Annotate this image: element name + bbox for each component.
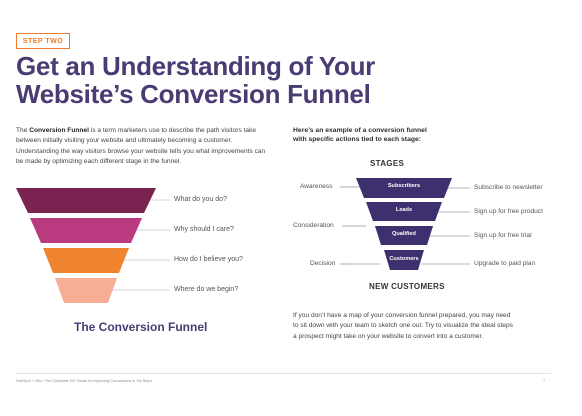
right-funnel-level-4 — [384, 250, 424, 270]
funnel-question-1: What do you do? — [174, 196, 227, 203]
stage-awareness: Awareness — [300, 183, 333, 190]
funnel-segment-4 — [55, 278, 117, 303]
example-heading-line-2: with specific actions tied to each stage… — [293, 136, 422, 143]
funnel-question-3: How do I believe you? — [174, 256, 243, 263]
intro-pre: The — [16, 127, 30, 134]
action-3: Sign up for free trial — [474, 232, 532, 239]
funnel-advice-paragraph: If you don’t have a map of your conversi… — [293, 312, 513, 340]
stage-decision: Decision — [310, 260, 336, 267]
funnel-segment-3 — [43, 248, 129, 273]
funnel-segment-2 — [30, 218, 142, 243]
conversion-funnel-caption: The Conversion Funnel — [74, 320, 208, 334]
footer-text: HubSpot + Wix • The Complete DIY Guide t… — [16, 379, 153, 383]
new-customers-label: NEW CUSTOMERS — [369, 282, 445, 291]
title-line-1: Get an Understanding of Your — [16, 51, 375, 81]
action-4: Upgrade to paid plan — [474, 260, 536, 267]
example-heading: Here’s an example of a conversion funnel… — [293, 126, 493, 144]
right-funnel-level-3 — [375, 226, 433, 245]
action-2: Sign up for free product — [474, 208, 543, 215]
step-badge: STEP TWO — [16, 33, 70, 49]
page-number: 7 — [543, 379, 546, 383]
page-title: Get an Understanding of Your Website’s C… — [16, 52, 416, 108]
right-funnel-level-2 — [366, 202, 442, 221]
action-1: Subscribe to newsletter — [474, 184, 543, 191]
funnel-question-2: Why should I care? — [174, 226, 234, 233]
level-label-2: Leads — [395, 207, 413, 213]
example-heading-line-1: Here’s an example of a conversion funnel — [293, 127, 427, 134]
title-line-2: Website’s Conversion Funnel — [16, 79, 371, 109]
level-label-4: Customers — [389, 256, 419, 262]
intro-paragraph: The Conversion Funnel is a term marketer… — [16, 126, 266, 168]
funnel-question-4: Where do we begin? — [174, 286, 239, 293]
footer-divider — [16, 373, 551, 374]
level-label-3: Qualified — [392, 231, 416, 237]
intro-bold-term: Conversion Funnel — [29, 127, 89, 134]
intro-post: is a term marketers use to describe the … — [16, 127, 266, 166]
right-funnel-level-1 — [356, 178, 452, 198]
stage-consideration: Consideration — [293, 222, 334, 229]
level-label-1: Subscribers — [387, 183, 421, 189]
funnel-segment-1 — [16, 188, 156, 213]
stages-title: STAGES — [370, 159, 405, 168]
